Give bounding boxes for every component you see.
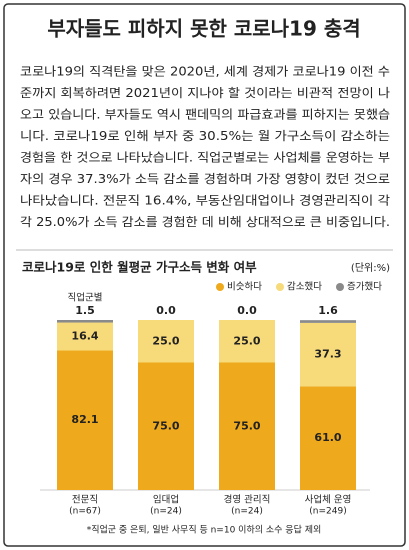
body-line: 오고 있습니다. 부자들도 역시 팬데믹의 파급효과를 피하지는 못했습 bbox=[20, 108, 390, 122]
body-line: 나타났습니다. 전문직 16.4%, 부동산임대업이나 경영관리직이 각 bbox=[20, 194, 390, 208]
bar-segment bbox=[57, 350, 113, 490]
legend-swatch bbox=[336, 283, 344, 291]
x-tick-label: 임대업 bbox=[153, 494, 179, 506]
x-tick-label: 경영 관리직 bbox=[224, 494, 271, 506]
chart-title: 코로나19로 인한 월평균 가구소득 변화 여부 bbox=[22, 260, 257, 275]
x-tick-note: (n=24) bbox=[150, 507, 182, 517]
x-tick-note: (n=67) bbox=[69, 507, 101, 517]
bar-segment bbox=[300, 320, 356, 323]
value-label: 75.0 bbox=[233, 419, 260, 432]
legend-swatch bbox=[216, 283, 224, 291]
body-line: 각 25.0%가 소득 감소를 경험한 데 비해 상대적으로 큰 비중입니다. bbox=[20, 215, 390, 229]
body-line: 경험을 한 것으로 나타났습니다. 직업군별로는 사업체를 운영하는 부 bbox=[20, 151, 390, 165]
unit: (단위:%) bbox=[351, 261, 390, 274]
x-tick-note: (n=249) bbox=[309, 507, 346, 517]
axis-label: 직업군별 bbox=[68, 292, 103, 304]
bar-segment bbox=[219, 362, 275, 490]
bar-segment bbox=[57, 320, 113, 323]
bar-segment bbox=[138, 320, 194, 363]
legend-label: 비슷하다 bbox=[227, 281, 262, 293]
x-tick-note: (n=24) bbox=[231, 507, 263, 517]
body-line: 코로나19의 직격탄을 맞은 2020년, 세계 경제가 코로나19 이전 수 bbox=[20, 65, 390, 79]
x-tick-label: 사업체 운영 bbox=[305, 494, 352, 506]
value-label: 0.0 bbox=[156, 304, 176, 317]
value-label: 0.0 bbox=[237, 304, 257, 317]
legend-label: 증가했다 bbox=[347, 281, 382, 293]
footnote: *직업군 중 은퇴, 일반 사무직 등 n=10 이하의 소수 응답 제외 bbox=[87, 524, 322, 536]
value-label: 25.0 bbox=[233, 334, 260, 347]
title: 부자들도 피하지 못한 코로나19 충격 bbox=[47, 17, 360, 41]
body-line: 준까지 회복하려면 2021년이 지나야 할 것이라는 비관적 전망이 나 bbox=[20, 86, 390, 100]
value-label: 61.0 bbox=[314, 431, 341, 444]
body-line: 자의 경우 37.3%가 소득 감소를 경험하며 가장 영향이 컸던 것으로 bbox=[20, 172, 390, 186]
legend-label: 감소했다 bbox=[287, 281, 322, 293]
value-label: 1.5 bbox=[75, 304, 95, 317]
value-label: 1.6 bbox=[318, 304, 338, 317]
bar-segment bbox=[219, 320, 275, 363]
bar-segment bbox=[300, 386, 356, 490]
bar-segment bbox=[300, 322, 356, 387]
bar-segment bbox=[57, 322, 113, 351]
x-tick-label: 전문직 bbox=[72, 495, 98, 506]
bar-segment bbox=[138, 362, 194, 490]
value-label: 25.0 bbox=[152, 334, 179, 347]
value-label: 82.1 bbox=[71, 413, 98, 426]
value-label: 16.4 bbox=[71, 329, 98, 342]
legend-swatch bbox=[276, 283, 284, 291]
body-line: 니다. 코로나19로 인해 부자 중 30.5%는 월 가구소득이 감소하는 bbox=[20, 129, 390, 143]
value-label: 37.3 bbox=[314, 348, 341, 361]
value-label: 75.0 bbox=[152, 419, 179, 432]
